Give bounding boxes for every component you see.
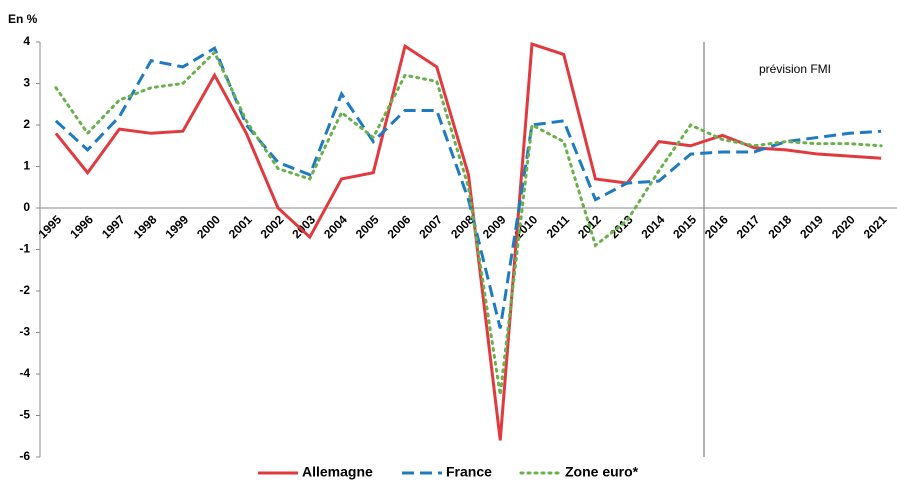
x-tick-label: 2009 [480, 212, 509, 241]
y-tick-label: -4 [19, 366, 30, 380]
x-tick-label: 2004 [321, 212, 350, 241]
x-tick-label: 2007 [416, 212, 445, 241]
x-tick-label: 2000 [194, 212, 223, 241]
y-tick-label: 4 [23, 34, 30, 48]
series-line [54, 49, 883, 395]
x-tick-label: 2016 [702, 212, 731, 241]
series-line [54, 42, 882, 441]
x-tick-label: 2018 [765, 212, 794, 241]
x-tick-label: 2006 [385, 212, 414, 241]
x-tick-label: 2013 [607, 212, 636, 241]
y-tick-label: -5 [19, 408, 30, 422]
y-tick-label: -2 [19, 283, 30, 297]
x-tick-label: 2002 [258, 212, 287, 241]
x-tick-label: 2001 [226, 212, 255, 241]
x-tick-label: 2005 [353, 212, 382, 241]
x-tick-label: 2011 [544, 212, 573, 241]
x-tick-label: 2019 [797, 212, 826, 241]
x-tick-label: 2017 [734, 212, 763, 241]
x-tick-label: 1997 [99, 212, 128, 241]
y-tick-label: 0 [23, 200, 30, 214]
series-line [54, 46, 882, 329]
x-tick-label: 1999 [162, 212, 191, 241]
x-tick-label: 1998 [131, 212, 160, 241]
x-tick-label: 2020 [829, 212, 858, 241]
legend-label: Allemagne [302, 464, 373, 480]
x-tick-label: 2014 [639, 212, 668, 241]
y-tick-label: 3 [23, 76, 30, 90]
y-tick-label: -1 [19, 242, 30, 256]
y-tick-label: -3 [19, 325, 30, 339]
legend-label: France [446, 464, 492, 480]
annotation: prévision FMI [759, 62, 831, 76]
y-tick-label: -6 [19, 449, 30, 463]
x-tick-label: 2015 [670, 212, 699, 241]
y-axis-label: En % [8, 12, 38, 26]
y-tick-label: 1 [23, 159, 30, 173]
legend-label: Zone euro* [565, 464, 639, 480]
x-tick-label: 2021 [861, 212, 890, 241]
x-tick-label: 1996 [67, 212, 96, 241]
y-tick-label: 2 [23, 117, 30, 131]
